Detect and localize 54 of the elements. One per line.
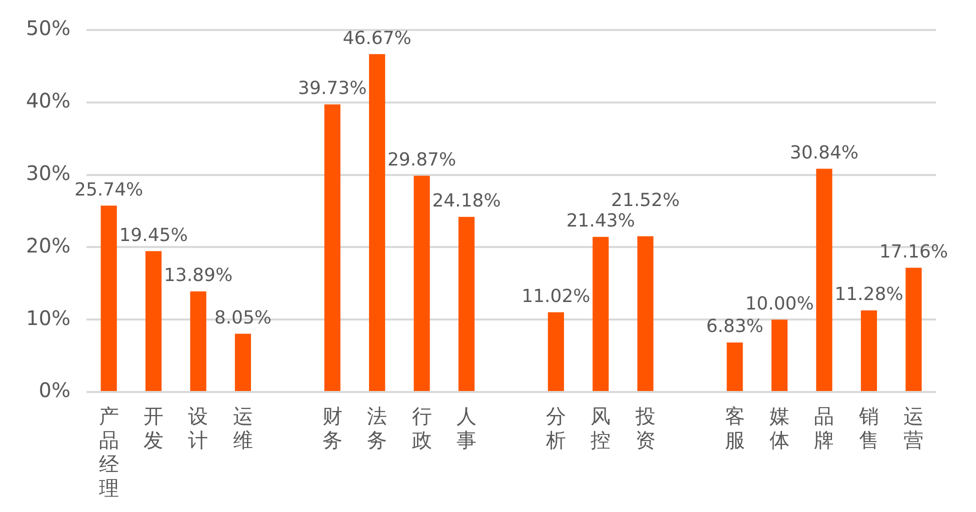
bar <box>414 176 430 391</box>
data-label: 30.84% <box>790 142 859 164</box>
data-label: 19.45% <box>119 224 188 246</box>
bar <box>369 54 386 391</box>
y-tick-label: 10% <box>26 306 70 330</box>
bar <box>906 268 922 391</box>
x-tick-label: 开发 <box>144 404 164 452</box>
x-tick-label: 行政 <box>412 404 432 452</box>
x-tick-label: 法务 <box>367 404 388 452</box>
bar <box>100 206 117 391</box>
y-tick-label: 40% <box>26 88 70 113</box>
data-label: 6.83% <box>706 316 764 338</box>
y-tick-label: 0% <box>38 378 70 402</box>
bar <box>592 236 609 391</box>
x-tick-label: 销售 <box>858 404 879 452</box>
x-tick-label: 人事 <box>456 404 477 452</box>
y-tick-label: 30% <box>26 161 70 186</box>
data-label: 11.28% <box>834 284 904 306</box>
x-tick-label: 品牌 <box>814 404 834 452</box>
bar <box>548 312 564 391</box>
bar <box>637 236 654 391</box>
bar <box>234 334 251 391</box>
bar <box>726 342 743 391</box>
data-label: 24.18% <box>432 190 501 212</box>
x-tick-label: 运营 <box>904 404 924 452</box>
bar <box>190 291 206 391</box>
bar <box>324 104 340 391</box>
x-tick-label: 运维 <box>232 404 253 452</box>
y-tick-label: 50% <box>26 16 70 40</box>
x-tick-label: 客服 <box>724 404 745 452</box>
bar <box>860 310 877 391</box>
bar <box>145 251 162 391</box>
data-label: 46.67% <box>342 28 412 49</box>
data-label: 25.74% <box>74 179 144 200</box>
bar <box>458 216 475 391</box>
data-label: 29.87% <box>387 149 456 170</box>
data-label: 13.89% <box>164 265 233 286</box>
data-label: 21.52% <box>611 190 680 211</box>
x-tick-label: 财务 <box>322 404 342 452</box>
x-tick-label: 风控 <box>590 404 611 452</box>
x-tick-label: 分析 <box>544 404 566 452</box>
x-tick-label: 设计 <box>188 404 208 452</box>
data-label: 21.43% <box>566 210 635 232</box>
data-label: 11.02% <box>522 286 590 307</box>
x-tick-label: 产品经理 <box>98 404 119 500</box>
y-tick-label: 20% <box>26 233 70 258</box>
x-tick-label: 投资 <box>634 404 656 452</box>
data-label: 39.73% <box>298 78 367 100</box>
data-label: 17.16% <box>879 241 948 262</box>
bar <box>771 320 788 391</box>
data-label: 8.05% <box>214 307 272 328</box>
x-tick-label: 媒体 <box>770 404 790 452</box>
bar <box>816 168 832 391</box>
data-label: 10.00% <box>745 293 814 314</box>
